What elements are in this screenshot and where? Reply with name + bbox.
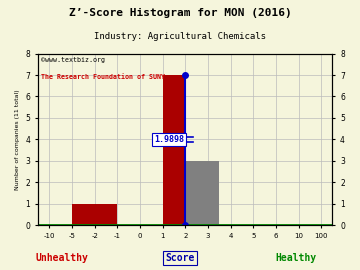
Text: ©www.textbiz.org: ©www.textbiz.org	[41, 57, 105, 63]
Text: Z’-Score Histogram for MON (2016): Z’-Score Histogram for MON (2016)	[69, 8, 291, 18]
Text: 1.9898: 1.9898	[154, 135, 184, 144]
Bar	[163, 75, 185, 225]
Bar	[72, 204, 117, 225]
Text: Score: Score	[165, 253, 195, 263]
Y-axis label: Number of companies (11 total): Number of companies (11 total)	[15, 89, 20, 190]
Text: The Research Foundation of SUNY: The Research Foundation of SUNY	[41, 74, 165, 80]
Text: Industry: Agricultural Chemicals: Industry: Agricultural Chemicals	[94, 32, 266, 41]
Text: Unhealthy: Unhealthy	[36, 253, 89, 263]
Bar	[185, 161, 219, 225]
Text: Healthy: Healthy	[276, 253, 317, 263]
